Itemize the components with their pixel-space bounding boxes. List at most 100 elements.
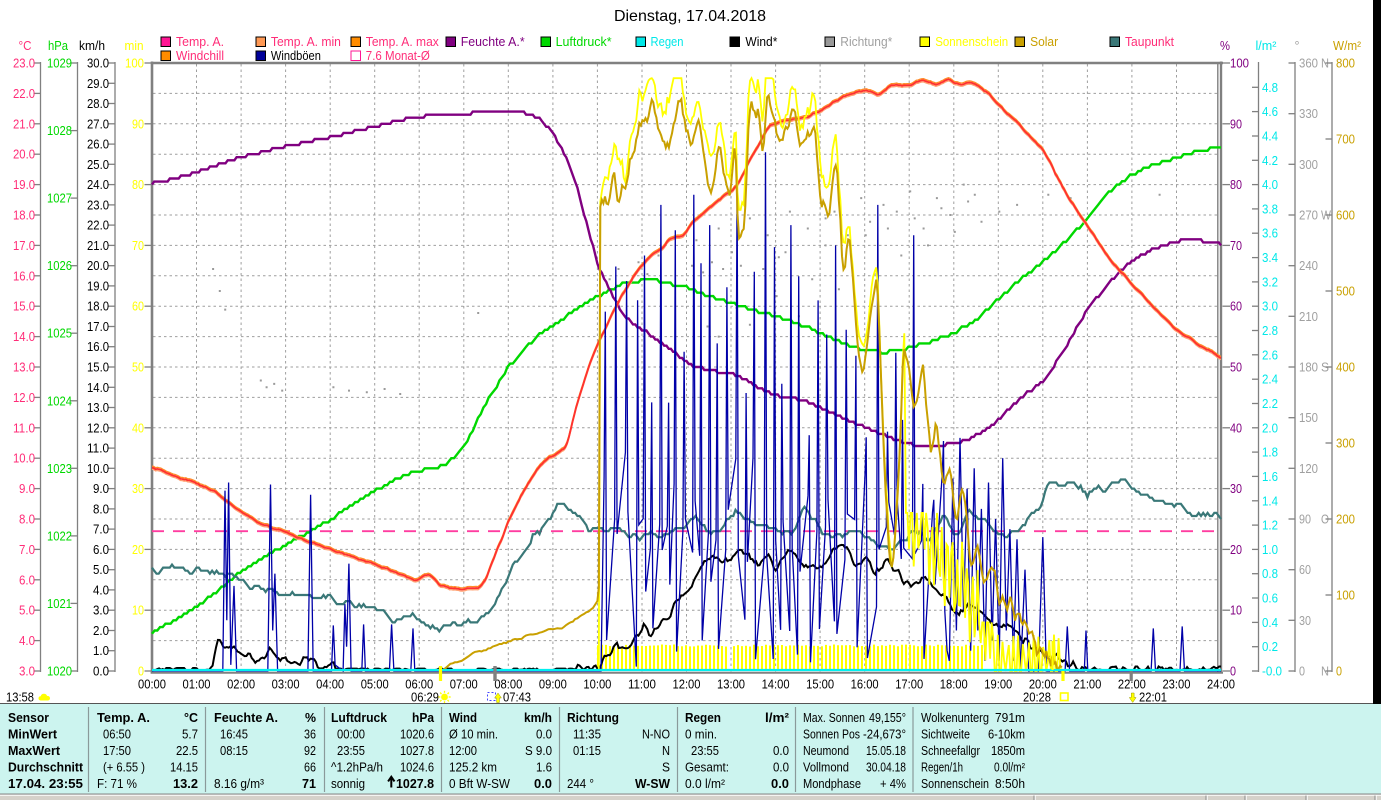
svg-text:Luftdruck: Luftdruck	[331, 710, 388, 725]
svg-text:1.8: 1.8	[1262, 445, 1278, 460]
svg-text:%: %	[1220, 38, 1230, 53]
svg-text:N: N	[662, 743, 670, 758]
svg-text:700: 700	[1336, 132, 1355, 147]
svg-text:9.0: 9.0	[19, 481, 35, 496]
svg-text:4.0: 4.0	[19, 633, 35, 648]
svg-text:0 Bft W-SW: 0 Bft W-SW	[449, 776, 511, 791]
svg-text:1850m: 1850m	[991, 743, 1025, 758]
svg-text:21:00: 21:00	[1073, 677, 1101, 692]
svg-text:800: 800	[1336, 56, 1355, 71]
svg-text:S 9.0: S 9.0	[525, 743, 552, 758]
svg-text:120: 120	[1299, 461, 1318, 476]
svg-text:km/h: km/h	[524, 710, 552, 725]
svg-text:09:00: 09:00	[539, 677, 567, 692]
svg-text:12.0: 12.0	[87, 420, 109, 435]
svg-text:1027.8: 1027.8	[400, 743, 434, 758]
svg-text:0.6: 0.6	[1262, 591, 1278, 606]
svg-text:19.0: 19.0	[13, 177, 35, 192]
svg-text:1.6: 1.6	[1262, 469, 1278, 484]
svg-text:05:00: 05:00	[361, 677, 389, 692]
svg-text:MaxWert: MaxWert	[8, 743, 61, 758]
svg-text:22.0: 22.0	[13, 86, 35, 101]
svg-text:60: 60	[132, 299, 144, 314]
svg-text:20.0: 20.0	[87, 258, 109, 273]
svg-text:F: 71 %: F: 71 %	[97, 776, 137, 791]
svg-text:13:58: 13:58	[6, 690, 34, 705]
svg-text:29.0: 29.0	[87, 76, 109, 91]
svg-text:2.0: 2.0	[1262, 420, 1278, 435]
svg-text:15.0: 15.0	[87, 359, 109, 374]
svg-text:-24,673°: -24,673°	[863, 727, 906, 742]
svg-text:50: 50	[1230, 360, 1242, 375]
svg-text:90: 90	[1230, 116, 1242, 131]
svg-text:19:00: 19:00	[984, 677, 1012, 692]
svg-text:10: 10	[1230, 603, 1242, 618]
svg-text:03:00: 03:00	[272, 677, 300, 692]
svg-text:6.0: 6.0	[93, 542, 109, 557]
svg-text:08:15: 08:15	[220, 743, 248, 758]
svg-text:04:00: 04:00	[316, 677, 344, 692]
svg-text:100: 100	[1230, 56, 1249, 71]
svg-text:13:00: 13:00	[717, 677, 745, 692]
svg-text:92: 92	[304, 743, 316, 758]
svg-text:1.2: 1.2	[1262, 518, 1278, 533]
svg-text:01:15: 01:15	[573, 743, 601, 758]
svg-text:8.0: 8.0	[19, 512, 35, 527]
svg-text:Sonnenschein: Sonnenschein	[935, 34, 1008, 49]
svg-text:Windböen: Windböen	[271, 48, 321, 63]
svg-text:hPa: hPa	[48, 38, 69, 53]
svg-text:14.15: 14.15	[170, 760, 198, 775]
svg-text:1.0: 1.0	[1262, 542, 1278, 557]
svg-text:5.0: 5.0	[93, 562, 109, 577]
svg-text:20: 20	[132, 542, 144, 557]
svg-text:21.0: 21.0	[13, 116, 35, 131]
svg-text:60: 60	[1299, 562, 1311, 577]
svg-text:100: 100	[1336, 588, 1355, 603]
svg-text:O: O	[1321, 511, 1329, 526]
svg-text:l/m²: l/m²	[765, 710, 790, 725]
svg-text:19.0: 19.0	[87, 278, 109, 293]
svg-text:100: 100	[125, 56, 144, 71]
svg-text:0.0 l/m²: 0.0 l/m²	[685, 776, 726, 791]
svg-text:30: 30	[132, 481, 144, 496]
svg-text:0.0l/m²: 0.0l/m²	[994, 760, 1026, 775]
svg-text:1021: 1021	[47, 596, 72, 611]
svg-text:18:00: 18:00	[940, 677, 968, 692]
svg-text:40: 40	[132, 420, 144, 435]
svg-text:210: 210	[1299, 309, 1318, 324]
svg-text:Solar: Solar	[1030, 34, 1059, 49]
svg-text:23.0: 23.0	[13, 56, 35, 71]
svg-text:20: 20	[1230, 542, 1242, 557]
svg-text:17:50: 17:50	[103, 743, 131, 758]
svg-text:N: N	[1321, 664, 1329, 679]
svg-text:min: min	[125, 38, 144, 53]
svg-text:06:00: 06:00	[405, 677, 433, 692]
svg-text:150: 150	[1299, 410, 1318, 425]
svg-text:10.0: 10.0	[87, 461, 109, 476]
svg-text:2.2: 2.2	[1262, 396, 1278, 411]
svg-text:Luftdruck*: Luftdruck*	[556, 34, 612, 49]
svg-text:17.04. 23:55: 17.04. 23:55	[8, 776, 83, 791]
svg-text:0.0: 0.0	[536, 727, 552, 742]
svg-text:Neumond: Neumond	[803, 743, 849, 758]
svg-text:1020: 1020	[47, 664, 72, 679]
svg-text:90: 90	[1299, 511, 1311, 526]
svg-text:Temp. A. min: Temp. A. min	[271, 34, 341, 49]
svg-text:08:00: 08:00	[494, 677, 522, 692]
svg-text:15.0: 15.0	[13, 299, 35, 314]
svg-text:Dienstag, 17.04.2018: Dienstag, 17.04.2018	[614, 8, 766, 25]
svg-text:30: 30	[1230, 481, 1242, 496]
svg-text:70: 70	[132, 238, 144, 253]
svg-text:-0.0: -0.0	[1262, 664, 1282, 679]
svg-text:1028: 1028	[47, 123, 72, 138]
svg-text:06:29: 06:29	[411, 690, 439, 705]
svg-text:11.0: 11.0	[13, 420, 35, 435]
svg-text:W/m²: W/m²	[1333, 38, 1362, 53]
svg-text:11:35: 11:35	[573, 727, 601, 742]
svg-text:Temp. A.: Temp. A.	[176, 34, 224, 49]
svg-text:6-10km: 6-10km	[988, 727, 1025, 742]
svg-text:270: 270	[1299, 207, 1318, 222]
svg-text:20:28: 20:28	[1023, 690, 1051, 705]
svg-text:Regen: Regen	[685, 710, 721, 725]
svg-text:3.2: 3.2	[1262, 274, 1278, 289]
